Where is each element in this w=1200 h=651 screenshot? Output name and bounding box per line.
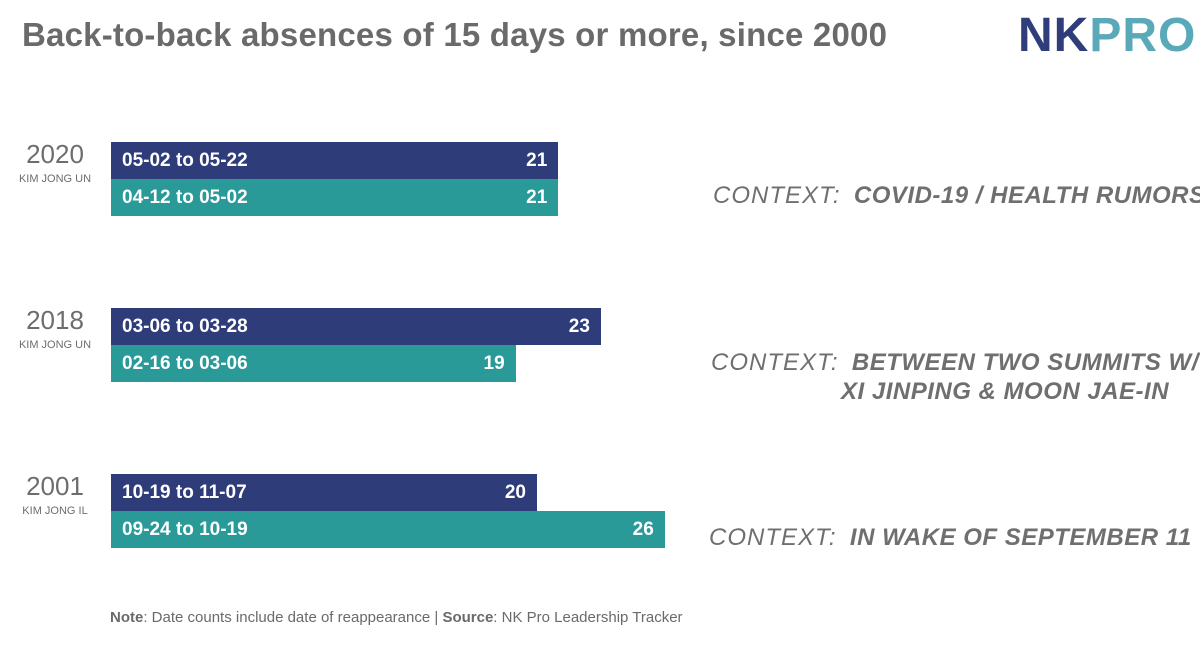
group-2020: 2020 KIM JONG UN 05-02 to 05-22 21 04-12… (0, 139, 1200, 216)
nkpro-logo: NKPRO (1018, 8, 1196, 64)
context-2020: CONTEXT: COVID-19 / HEALTH RUMORS (713, 181, 1200, 211)
logo-pro: PRO (1089, 9, 1197, 62)
bar-value-label: 21 (526, 150, 548, 171)
context-text: XI JINPING & MOON JAE-IN (841, 378, 1170, 405)
bar-range-label: 04-12 to 05-02 (122, 187, 248, 208)
context-text: COVID-19 / HEALTH RUMORS (853, 182, 1200, 209)
bar-range-label: 09-24 to 10-19 (122, 519, 248, 540)
bar-value-label: 19 (483, 353, 505, 374)
context-2001: CONTEXT: IN WAKE OF SEPTEMBER 11 (709, 523, 1192, 553)
context-label: CONTEXT: (713, 182, 841, 209)
bar-2018-second: 02-16 to 03-06 19 (111, 345, 516, 382)
bar-range-label: 05-02 to 05-22 (122, 150, 248, 171)
chart-title: Back-to-back absences of 15 days or more… (22, 16, 888, 53)
bar-range-label: 10-19 to 11-07 (122, 482, 247, 503)
group-leader: KIM JONG UN (18, 339, 92, 351)
context-text: IN WAKE OF SEPTEMBER 11 (849, 524, 1192, 551)
group-year: 2018 (26, 305, 84, 335)
bar-value-label: 26 (632, 519, 654, 540)
bar-2001-second: 09-24 to 10-19 26 (111, 511, 665, 548)
group-2018: 2018 KIM JONG UN 03-06 to 03-28 23 02-16… (0, 305, 1200, 382)
context-2018-line2: XI JINPING & MOON JAE-IN (841, 377, 1169, 407)
group-leader: KIM JONG UN (18, 173, 92, 185)
group-leader: KIM JONG IL (22, 505, 88, 517)
note-label: Note (110, 609, 144, 626)
context-2018: CONTEXT: BETWEEN TWO SUMMITS W/ (711, 348, 1199, 378)
note-text: : Date counts include date of reappearan… (143, 609, 443, 626)
group-year: 2020 (26, 139, 84, 169)
group-year: 2001 (26, 471, 84, 501)
bar-2001-first: 10-19 to 11-07 20 (111, 474, 537, 511)
logo-nk: NK (1018, 9, 1090, 62)
context-label: CONTEXT: (711, 349, 839, 376)
context-label: CONTEXT: (709, 524, 837, 551)
bar-value-label: 20 (504, 482, 526, 503)
bar-range-label: 02-16 to 03-06 (122, 353, 248, 374)
bar-value-label: 23 (568, 316, 590, 337)
bar-2020-first: 05-02 to 05-22 21 (111, 142, 559, 179)
group-2001: 2001 KIM JONG IL 10-19 to 11-07 20 09-24… (0, 471, 1200, 548)
bar-value-label: 21 (526, 187, 548, 208)
bar-2018-first: 03-06 to 03-28 23 (111, 308, 601, 345)
bar-2020-second: 04-12 to 05-02 21 (111, 179, 559, 216)
footer-note: Note: Date counts include date of reappe… (110, 609, 683, 626)
context-text: BETWEEN TWO SUMMITS W/ (851, 349, 1199, 376)
source-label: Source (442, 609, 494, 626)
source-text: : NK Pro Leadership Tracker (493, 609, 683, 626)
bar-range-label: 03-06 to 03-28 (122, 316, 248, 337)
